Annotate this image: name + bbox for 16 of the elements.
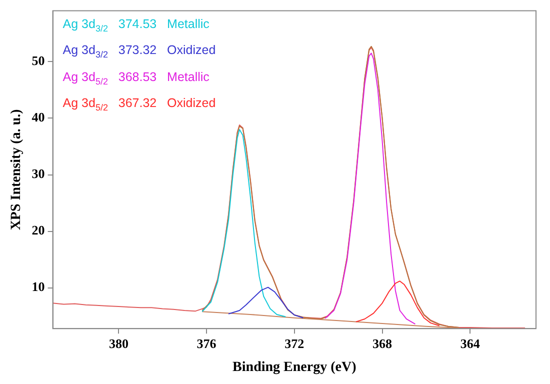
y-tick-label: 20 [32,222,45,238]
x-tick-label: 380 [108,336,128,351]
x-tick-label: 364 [460,336,480,351]
x-tick-label: 368 [372,336,393,351]
text: Ag 3d$_{5/2}$ 367.32 Oxidized [62,95,216,115]
text: Ag 3d$_{3/2}$ 373.32 Oxidized [62,42,216,62]
y-axis-title: XPS Intensity (a. u.) [9,108,24,230]
x-tick-label: 372 [284,336,304,351]
y-tick-label: 30 [32,166,45,182]
y-tick-label: 10 [32,279,45,294]
y-tick-label: 40 [32,110,45,125]
y-tick-label: 50 [32,53,45,68]
x-axis-title: Binding Energy (eV) [232,360,357,376]
text: Ag 3d$_{3/2}$ 374.53 Metallic [62,16,210,36]
x-tick-label: 376 [196,336,217,351]
text: Ag 3d$_{5/2}$ 368.53 Metallic [62,68,210,88]
